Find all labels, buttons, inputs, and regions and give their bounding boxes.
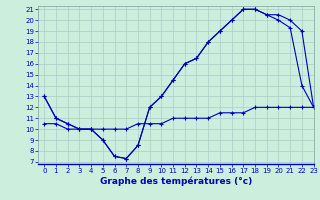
- X-axis label: Graphe des températures (°c): Graphe des températures (°c): [100, 177, 252, 186]
